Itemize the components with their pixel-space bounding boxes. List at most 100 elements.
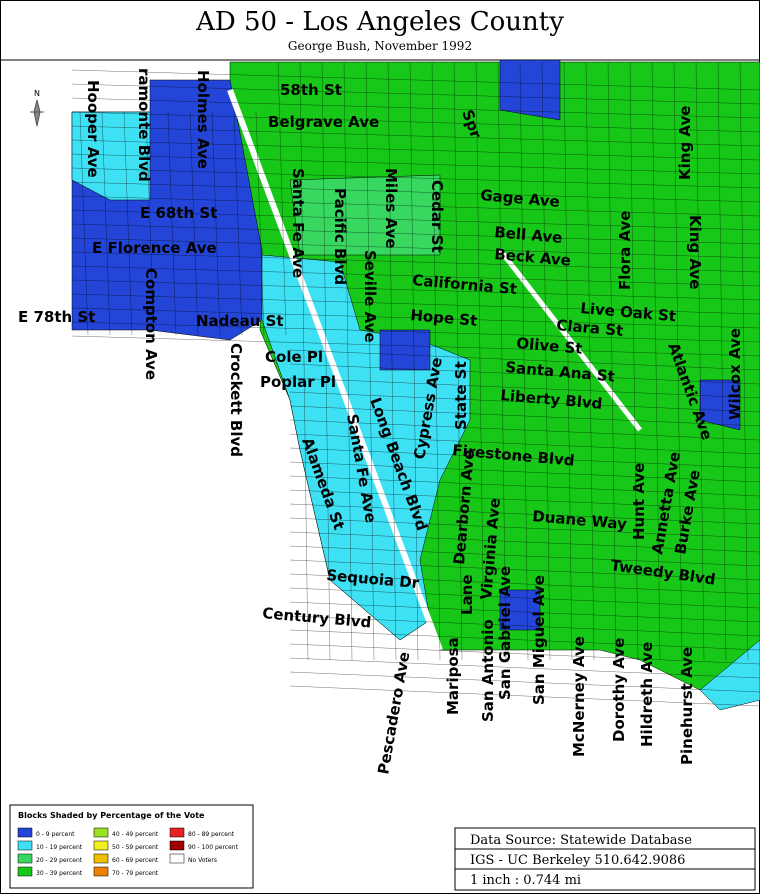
- street-label: Clara St: [556, 316, 624, 340]
- block-line: [739, 61, 749, 661]
- block-line: [365, 61, 375, 661]
- blue-area: [499, 59, 561, 121]
- street-label: Pinehurst Ave: [678, 647, 696, 765]
- block-line: [289, 671, 760, 693]
- block-line: [289, 685, 760, 707]
- block-line: [651, 61, 661, 661]
- subtitle: George Bush, November 1992: [288, 39, 472, 53]
- block-line: [71, 293, 760, 315]
- legend-swatch: [93, 840, 109, 851]
- legend-swatch: [17, 866, 33, 877]
- block-line: [145, 111, 155, 336]
- block-line: [71, 69, 760, 91]
- street-label: Holmes Ave: [194, 70, 212, 169]
- source: Data Source: Statewide Database IGS - UC …: [455, 833, 755, 888]
- block-line: [211, 111, 221, 336]
- legend-label: 90 - 100 percent: [188, 844, 239, 851]
- block-line: [289, 447, 760, 469]
- legend-label: 0 - 9 percent: [36, 831, 75, 838]
- legend-label: 50 - 59 percent: [112, 844, 159, 851]
- block-line: [233, 111, 243, 336]
- block-line: [629, 61, 639, 661]
- block-line: [101, 111, 111, 336]
- street-label: State St: [452, 361, 470, 430]
- street-label: Hope St: [410, 306, 478, 330]
- block-line: [71, 237, 760, 259]
- block-line: [71, 167, 760, 189]
- block-line: [299, 61, 309, 661]
- street-label: San Miguel Ave: [530, 575, 548, 705]
- block-line: [607, 61, 617, 661]
- block-line: [123, 111, 133, 336]
- street-label: San Gabriel Ave: [496, 566, 514, 700]
- block-line: [519, 61, 529, 661]
- street-label: Compton Ave: [142, 268, 160, 380]
- block-line: [71, 139, 760, 161]
- block-line: [289, 405, 760, 427]
- blue-area: [499, 589, 541, 631]
- block-line: [321, 61, 331, 661]
- block-line: [289, 349, 760, 371]
- block-line: [79, 111, 89, 336]
- street-label: Belgrave Ave: [268, 113, 379, 131]
- block-lines: [71, 61, 760, 707]
- legend-swatch: [93, 827, 109, 838]
- block-line: [71, 125, 760, 147]
- street-label: Cedar St: [428, 180, 446, 253]
- cyan-area: [71, 111, 151, 201]
- legend-swatch: [93, 853, 109, 864]
- north-label: N: [34, 89, 40, 98]
- block-line: [71, 209, 760, 231]
- block-line: [289, 461, 760, 483]
- street-label: McNerney Ave: [570, 636, 588, 757]
- block-line: [289, 475, 760, 497]
- block-line: [289, 489, 760, 511]
- legend-swatch: [169, 840, 185, 851]
- block-line: [431, 61, 441, 661]
- street-label: Miles Ave: [382, 168, 400, 249]
- legend-label: 40 - 49 percent: [112, 831, 159, 838]
- street-label: E Florence Ave: [92, 239, 217, 257]
- legend-swatch: [17, 853, 33, 864]
- block-line: [71, 195, 760, 217]
- block-line: [289, 531, 760, 553]
- blue-area: [379, 329, 431, 371]
- block-line: [289, 573, 760, 595]
- block-line: [289, 363, 760, 385]
- street-label: Santa Fe Ave: [289, 168, 307, 278]
- street-label: Flora Ave: [616, 211, 634, 290]
- legend-label: 80 - 89 percent: [188, 831, 235, 838]
- block-line: [71, 83, 760, 105]
- legend-title: Blocks Shaded by Percentage of the Vote: [18, 811, 205, 820]
- block-line: [585, 61, 595, 661]
- block-line: [563, 61, 573, 661]
- legend-label: No Voters: [188, 857, 217, 864]
- block-line: [289, 503, 760, 525]
- street-label: Dorothy Ave: [610, 638, 628, 742]
- block-line: [167, 111, 177, 336]
- block-line: [71, 321, 760, 343]
- legend-label: 10 - 19 percent: [36, 844, 83, 851]
- street-label: E 68th St: [140, 204, 217, 222]
- street-label: E 78th St: [18, 308, 95, 326]
- street-label: Hildreth Ave: [638, 642, 656, 747]
- source-line: IGS - UC Berkeley 510.642.9086: [470, 853, 685, 868]
- block-line: [717, 61, 727, 661]
- source-box: [454, 827, 756, 891]
- street-label: Cole Pl: [265, 348, 323, 366]
- block-line: [189, 111, 199, 336]
- block-line: [453, 61, 463, 661]
- map-areas: [71, 59, 760, 711]
- block-line: [71, 153, 760, 175]
- block-line: [387, 61, 397, 661]
- block-line: [289, 391, 760, 413]
- block-line: [673, 61, 683, 661]
- block-line: [343, 61, 353, 661]
- legend-swatch: [17, 827, 33, 838]
- legend-swatch: [17, 840, 33, 851]
- street-label: Seville Ave: [361, 250, 379, 343]
- legend-label: 20 - 29 percent: [36, 857, 83, 864]
- blue-area: [699, 379, 741, 431]
